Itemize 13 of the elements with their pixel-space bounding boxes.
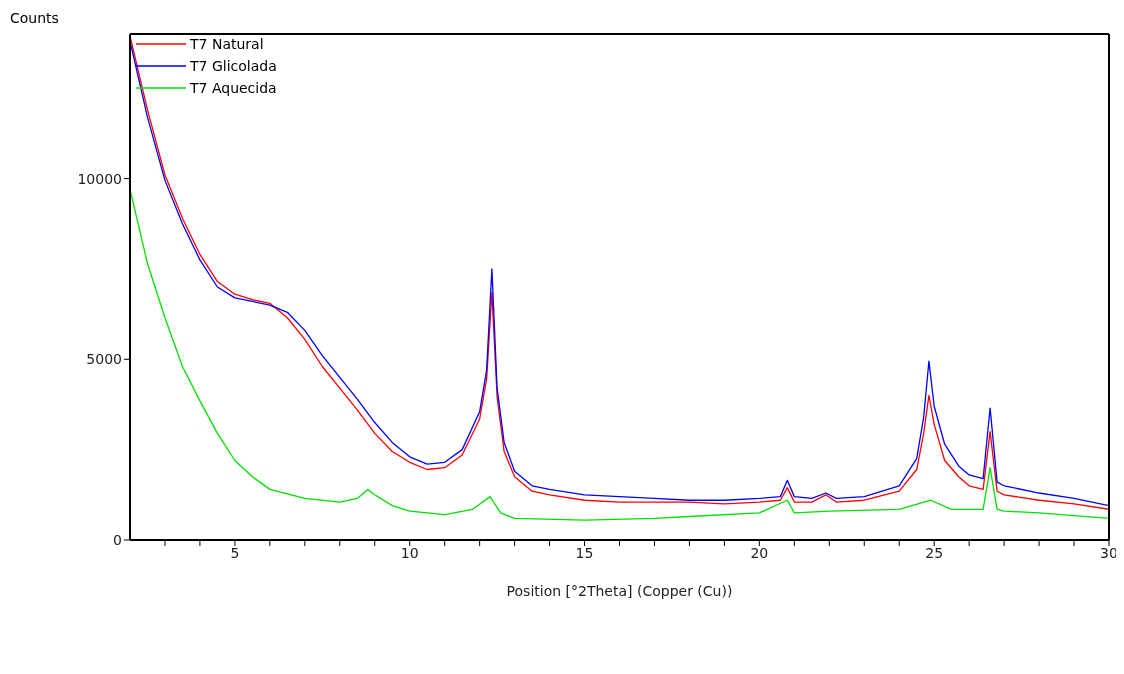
x-tick-label: 25 [925, 544, 944, 561]
x-tick-label: 15 [575, 544, 594, 561]
x-tick-label: 10 [400, 544, 419, 561]
y-tick-label: 5000 [86, 351, 122, 368]
y-tick-label: 0 [113, 531, 122, 548]
legend-label: T7 Natural [190, 36, 264, 52]
x-tick-label: 20 [750, 544, 769, 561]
y-tick-label: 10000 [77, 170, 122, 187]
legend-label: T7 Glicolada [190, 58, 277, 74]
x-axis-title: Position [°2Theta] (Copper (Cu)) [506, 583, 733, 599]
y-axis-title: Counts [10, 10, 59, 26]
legend-label: T7 Aquecida [190, 80, 277, 96]
x-tick-label: 5 [230, 544, 240, 561]
